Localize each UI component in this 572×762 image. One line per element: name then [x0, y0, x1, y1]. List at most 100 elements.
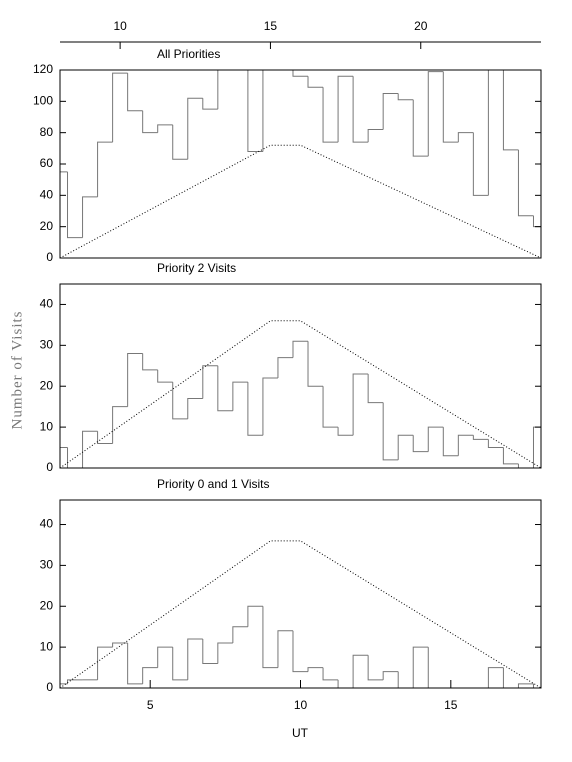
histogram-bin — [412, 646, 429, 688]
panel-title: Priority 0 and 1 Visits — [157, 477, 270, 491]
histogram-bin — [278, 47, 293, 58]
histogram-bin — [217, 642, 233, 664]
histogram-bin — [397, 93, 414, 101]
histogram-bin — [307, 341, 324, 387]
histogram-bin — [202, 98, 218, 110]
histogram-bin — [517, 683, 534, 688]
histogram-bin — [502, 70, 519, 151]
histogram-bin — [367, 129, 384, 143]
histogram-bin — [262, 377, 278, 436]
histogram-bin — [97, 431, 113, 444]
histogram-bin — [292, 340, 309, 358]
histogram-bin — [457, 434, 474, 456]
histogram-bin — [472, 435, 489, 440]
histogram-bin — [472, 132, 489, 196]
histogram-bin — [427, 647, 444, 688]
histogram-bin — [442, 427, 459, 457]
histogram-bin — [307, 76, 324, 88]
histogram-bin — [232, 626, 248, 644]
histogram-bin — [187, 397, 203, 419]
y-tick-label: 40 — [40, 188, 54, 202]
y-tick-label: 40 — [40, 517, 54, 531]
histogram-bin — [487, 70, 489, 196]
plot-area — [60, 47, 541, 258]
histogram-bin — [60, 171, 68, 258]
histogram-bin — [382, 402, 399, 461]
x-tick-label: 15 — [444, 698, 458, 712]
histogram-bin — [397, 671, 414, 688]
y-tick-label: 0 — [46, 460, 53, 474]
y-tick-label: 10 — [40, 639, 54, 653]
histogram-bin — [67, 447, 83, 468]
histogram-bin — [172, 647, 188, 681]
histogram-bin — [232, 381, 248, 411]
histogram-bin — [247, 382, 263, 436]
histogram-bin — [82, 430, 98, 468]
y-tick-label: 20 — [40, 598, 54, 612]
histogram-bin — [532, 215, 541, 258]
histogram-bin — [112, 642, 128, 648]
histogram-bin — [142, 353, 158, 371]
y-tick-label: 0 — [46, 250, 53, 264]
histogram-bin — [277, 357, 293, 379]
y-tick-label: 20 — [40, 219, 54, 233]
envelope-line — [60, 540, 541, 688]
y-tick-label: 10 — [40, 419, 54, 433]
envelope-line — [60, 144, 541, 258]
panel-frame — [59, 499, 542, 689]
histogram-bin — [337, 427, 354, 436]
histogram-bin — [202, 638, 218, 664]
histogram-bin — [67, 171, 83, 239]
histogram-bin — [427, 71, 444, 157]
panel-title: Priority 2 Visits — [157, 261, 236, 275]
histogram-bin — [112, 72, 128, 143]
histogram-bin — [532, 426, 541, 468]
histogram-bin — [517, 463, 534, 468]
histogram-bin — [532, 683, 541, 688]
histogram-bin — [187, 97, 203, 160]
histogram-bin — [97, 141, 113, 197]
histogram-bin — [412, 435, 429, 453]
histogram-bin — [127, 643, 143, 685]
histogram-bin — [517, 149, 534, 217]
panel-frame — [59, 69, 542, 259]
y-axis-label: Number of Visits — [9, 311, 25, 430]
x-tick-label: 10 — [294, 698, 308, 712]
histogram-bin — [277, 630, 293, 668]
y-tick-label: 20 — [40, 378, 54, 392]
histogram-bin — [172, 124, 188, 160]
histogram-bin — [262, 70, 264, 152]
x-tick-label: 5 — [147, 698, 154, 712]
panel-frame — [59, 283, 542, 469]
histogram-bin — [127, 353, 143, 407]
y-tick-label: 80 — [40, 125, 54, 139]
histogram-bin — [157, 124, 173, 133]
histogram-bin — [352, 373, 369, 436]
envelope-line — [60, 320, 541, 468]
y-tick-label: 0 — [46, 680, 53, 694]
histogram-bin — [157, 646, 173, 668]
histogram-bin — [322, 667, 339, 681]
histogram-bin — [247, 605, 263, 627]
histogram-bin — [247, 70, 263, 152]
histogram-bin — [457, 132, 474, 143]
histogram-bin — [502, 447, 519, 465]
histogram-bin — [112, 406, 128, 444]
histogram-bin — [427, 426, 444, 452]
histogram-bin — [382, 93, 399, 130]
y-tick-label: 100 — [33, 94, 53, 108]
histogram-bin — [382, 671, 399, 680]
y-tick-label: 30 — [40, 558, 54, 572]
x2-tick-label: 10 — [113, 19, 127, 33]
y-tick-label: 40 — [40, 297, 54, 311]
plot-area — [60, 320, 541, 468]
x-axis-label: UT — [292, 726, 309, 740]
y-tick-label: 120 — [33, 62, 53, 76]
panel-title: All Priorities — [157, 47, 220, 61]
histogram-bin — [337, 75, 354, 143]
histogram-bin — [127, 73, 143, 112]
histogram-bin — [322, 87, 339, 143]
histogram-bin — [142, 667, 158, 684]
histogram-bin — [352, 76, 369, 143]
